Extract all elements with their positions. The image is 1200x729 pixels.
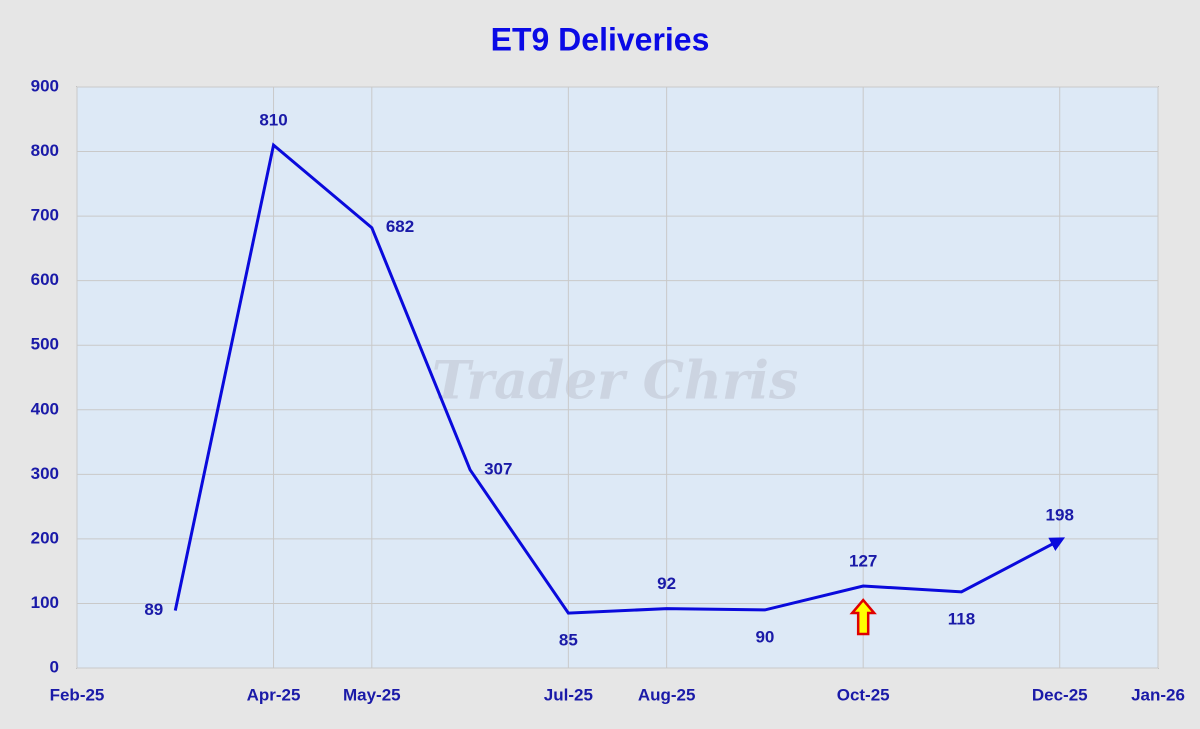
data-label: 89 [144, 600, 163, 619]
y-tick-label: 400 [31, 399, 59, 418]
y-tick-label: 900 [31, 76, 59, 95]
x-tick-label: Jan-26 [1131, 685, 1185, 704]
line [173, 142, 1066, 615]
x-tick-label: Apr-25 [247, 685, 301, 704]
x-tick-label: Jul-25 [544, 685, 593, 704]
y-tick-label: 700 [31, 206, 59, 225]
x-tick-label: May-25 [343, 685, 401, 704]
y-tick-label: 600 [31, 270, 59, 289]
data-label: 810 [259, 111, 287, 130]
y-tick-label: 800 [31, 141, 59, 160]
y-tick-label: 500 [31, 335, 59, 354]
marks: 89 810 682 307 85 92 90 127 118 198 [144, 111, 1074, 650]
x-tick-label: Oct-25 [837, 685, 890, 704]
data-label: 307 [484, 459, 512, 478]
data-label: 92 [657, 574, 676, 593]
grid: 0 100 200 300 400 500 600 700 800 900 Feb-25 Apr-25… [31, 76, 1185, 704]
x-tick-label: Dec-25 [1032, 685, 1088, 704]
y-tick-label: 300 [31, 464, 59, 483]
y-tick-label: 200 [31, 528, 59, 547]
x-tick-label: Aug-25 [638, 685, 696, 704]
chart-title: ET9 Deliveries [491, 21, 710, 57]
x-tick-label: Feb-25 [50, 685, 105, 704]
plot-area [76, 86, 1159, 669]
data-label: 85 [559, 631, 578, 650]
data-label: 198 [1046, 506, 1074, 525]
data-label: 127 [849, 551, 877, 570]
highlight-arrow [849, 598, 877, 636]
y-tick-label: 0 [50, 657, 59, 676]
data-label: 90 [755, 627, 774, 646]
watermark: Trader Chris [432, 351, 799, 412]
data-label: 682 [386, 217, 414, 236]
data-label: 118 [948, 609, 975, 628]
y-tick-label: 100 [31, 593, 59, 612]
